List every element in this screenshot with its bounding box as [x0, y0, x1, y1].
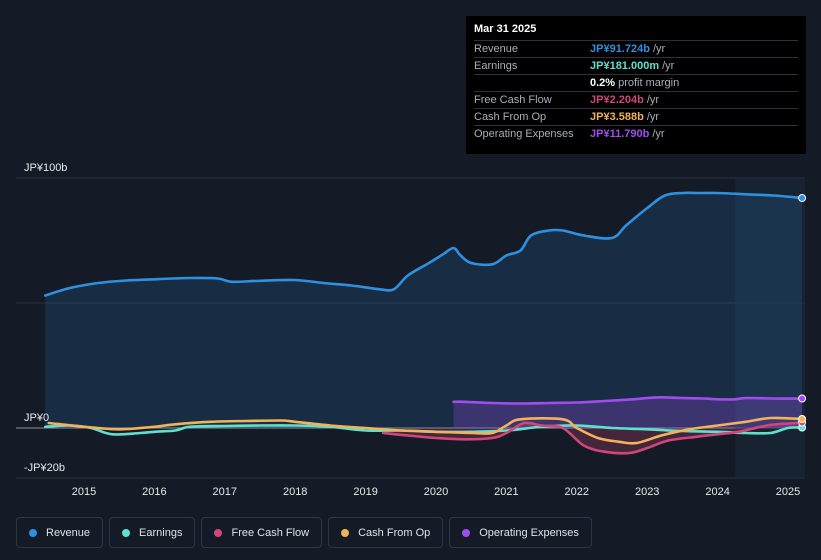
tooltip-date: Mar 31 2025 — [474, 23, 537, 35]
legend-item-revenue[interactable]: Revenue — [16, 517, 104, 548]
legend-label: Revenue — [46, 526, 91, 539]
free-cash-flow-line — [381, 421, 804, 455]
tooltip-unit: /yr — [662, 60, 675, 72]
legend-dot-icon — [29, 528, 37, 537]
legend-label: Operating Expenses — [479, 526, 579, 539]
revenue-area — [45, 192, 803, 428]
tooltip-row: Earnings JP¥181.000m/yr — [474, 57, 798, 74]
legend-item-earnings[interactable]: Earnings — [109, 517, 196, 548]
y-tick-label: JP¥0 — [24, 412, 49, 424]
x-tick-label: 2024 — [705, 486, 729, 498]
legend-label: Free Cash Flow — [231, 526, 310, 539]
x-tick-label: 2019 — [353, 486, 377, 498]
operating-expenses-area — [453, 397, 803, 428]
tooltip-value: 0.2% — [590, 77, 616, 89]
cash-from-op-line — [47, 416, 804, 445]
x-tick-label: 2017 — [213, 486, 237, 498]
x-tick-label: 2021 — [494, 486, 518, 498]
tooltip-value: JP¥181.000m — [590, 60, 660, 72]
tooltip-label: Operating Expenses — [474, 128, 574, 140]
tooltip-unit: /yr — [652, 43, 666, 55]
x-tick-label: 2023 — [635, 486, 659, 498]
tooltip-unit: /yr — [646, 94, 660, 106]
legend-label: Cash From Op — [358, 526, 431, 539]
tooltip-row: 0.2% profit margin — [474, 74, 798, 91]
y-axis-labels: JP¥100b JP¥0 -JP¥20b — [24, 162, 67, 474]
legend-dot-icon — [341, 528, 350, 537]
x-tick-label: 2018 — [283, 486, 307, 498]
revenue-line — [44, 191, 804, 297]
tooltip-label: Earnings — [474, 60, 518, 72]
legend-label: Earnings — [139, 526, 183, 539]
data-tooltip: Mar 31 2025 Revenue JP¥91.724b/yr Earnings… — [466, 16, 806, 154]
tooltip-label: Cash From Op — [474, 111, 547, 123]
x-tick-label: 2025 — [776, 486, 800, 498]
tooltip-unit: /yr — [652, 128, 665, 140]
tooltip-unit: /yr — [646, 111, 660, 123]
tooltip-row: Operating Expenses JP¥11.790b/yr — [474, 125, 798, 142]
operating-expenses-line — [452, 396, 804, 405]
series-areas — [45, 192, 803, 454]
tooltip-value: JP¥91.724b — [590, 43, 650, 55]
legend-dot-icon — [122, 528, 131, 537]
tooltip-value: JP¥3.588b — [590, 111, 644, 123]
cash-from-op-end-point — [798, 415, 807, 423]
x-tick-label: 2020 — [424, 486, 448, 498]
tooltip-label: Revenue — [474, 43, 519, 55]
tooltip-value: JP¥2.204b — [590, 94, 644, 106]
tooltip-value: JP¥11.790b — [590, 128, 650, 140]
tooltip-unit: profit margin — [618, 77, 680, 89]
tooltip-label: Free Cash Flow — [474, 94, 552, 106]
y-tick-label: JP¥100b — [24, 162, 67, 174]
x-tick-label: 2016 — [142, 486, 166, 498]
legend-item-cash-from-op[interactable]: Cash From Op — [328, 517, 444, 548]
chart-legend: Revenue Earnings Free Cash Flow Cash From O… — [16, 517, 592, 548]
series-lines — [44, 191, 804, 455]
legend-item-operating-expenses[interactable]: Operating Expenses — [449, 517, 592, 548]
tooltip-row: Cash From Op JP¥3.588b/yr — [474, 108, 798, 125]
x-tick-label: 2022 — [565, 486, 589, 498]
tooltip-row: Free Cash Flow JP¥2.204b/yr — [474, 91, 798, 108]
series-end-markers — [798, 194, 807, 432]
tooltip-row: Revenue JP¥91.724b/yr — [474, 40, 798, 57]
legend-dot-icon — [214, 528, 223, 537]
operating-expenses-end-point — [798, 394, 807, 403]
revenue-end-point — [798, 194, 807, 202]
x-tick-label: 2015 — [72, 486, 96, 498]
legend-item-free-cash-flow[interactable]: Free Cash Flow — [201, 517, 323, 548]
legend-dot-icon — [462, 528, 471, 537]
x-axis-labels: 2015 2016 2017 2018 2019 2020 2021 2022 2023 2024… — [72, 486, 800, 498]
y-tick-label: -JP¥20b — [24, 462, 65, 474]
